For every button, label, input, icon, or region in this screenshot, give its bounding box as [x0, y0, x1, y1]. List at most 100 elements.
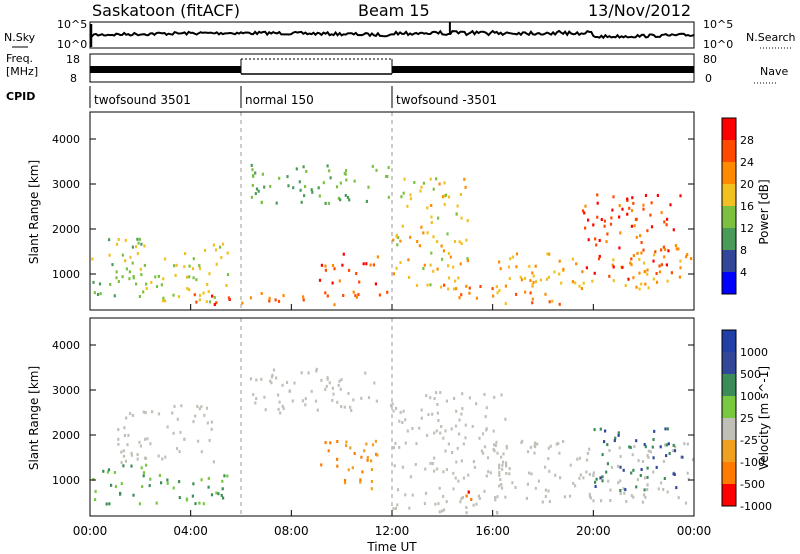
- data-cell: [198, 407, 201, 411]
- data-cell: [671, 449, 674, 453]
- data-cell: [203, 413, 206, 417]
- data-cell: [440, 509, 444, 513]
- data-cell: [581, 209, 585, 213]
- data-cell: [359, 480, 362, 484]
- data-cell: [603, 440, 606, 444]
- data-cell: [635, 485, 638, 489]
- data-cell: [92, 280, 95, 284]
- data-cell: [205, 300, 208, 304]
- data-cell: [635, 285, 638, 289]
- data-cell: [479, 285, 482, 288]
- data-cell: [630, 257, 633, 261]
- data-cell: [498, 260, 501, 264]
- colorbar-swatch: [722, 418, 736, 440]
- data-cell: [145, 287, 148, 290]
- data-cell: [254, 171, 257, 175]
- data-cell: [558, 451, 561, 455]
- data-cell: [218, 245, 222, 249]
- data-cell: [322, 181, 325, 185]
- data-cell: [318, 278, 322, 282]
- data-cell: [433, 469, 436, 473]
- data-cell: [136, 252, 139, 255]
- data-cell: [547, 489, 550, 493]
- data-cell: [339, 198, 342, 202]
- data-cell: [110, 483, 113, 487]
- data-cell: [98, 282, 102, 286]
- data-cell: [477, 494, 480, 498]
- data-cell: [174, 273, 177, 277]
- data-cell: [178, 480, 181, 484]
- data-cell: [120, 461, 123, 465]
- data-cell: [605, 470, 608, 474]
- data-cell: [351, 466, 354, 470]
- data-cell: [432, 269, 435, 273]
- data-cell: [394, 441, 397, 445]
- data-cell: [249, 377, 252, 381]
- data-cell: [663, 255, 666, 259]
- data-cell: [435, 391, 438, 395]
- data-cell: [667, 249, 670, 253]
- data-cell: [394, 506, 397, 510]
- data-cell: [672, 472, 675, 476]
- data-cell: [403, 177, 406, 181]
- data-cell: [250, 163, 253, 167]
- data-cell: [444, 193, 447, 197]
- data-cell: [200, 405, 203, 409]
- x-tick-label: 20:00: [576, 524, 611, 538]
- data-cell: [331, 281, 334, 285]
- data-cell: [637, 459, 640, 463]
- data-cell: [505, 472, 508, 475]
- data-cell: [194, 502, 197, 506]
- data-cell: [279, 411, 282, 415]
- data-cell: [485, 474, 488, 478]
- colorbar-swatch: [722, 330, 736, 352]
- data-cell: [354, 294, 357, 298]
- data-cell: [677, 247, 680, 251]
- data-cell: [468, 286, 471, 290]
- data-cell: [652, 456, 655, 460]
- data-cell: [355, 295, 358, 299]
- data-cell: [108, 253, 111, 257]
- data-cell: [465, 506, 468, 509]
- data-cell: [117, 442, 120, 446]
- data-cell: [301, 399, 304, 403]
- data-cell: [386, 175, 389, 178]
- data-cell: [592, 223, 595, 227]
- data-cell: [558, 302, 561, 306]
- data-cell: [326, 376, 329, 380]
- data-cell: [686, 442, 689, 446]
- data-cell: [435, 177, 438, 181]
- data-cell: [157, 412, 161, 416]
- data-cell: [459, 262, 462, 266]
- data-cell: [646, 268, 649, 272]
- data-cell: [571, 257, 574, 261]
- data-cell: [429, 461, 432, 465]
- data-cell: [438, 486, 441, 490]
- data-cell: [456, 446, 459, 450]
- data-cell: [192, 257, 195, 261]
- data-cell: [226, 273, 230, 277]
- data-cell: [166, 481, 169, 485]
- data-cell: [135, 245, 138, 249]
- data-cell: [437, 502, 440, 506]
- data-cell: [160, 283, 163, 287]
- data-cell: [310, 389, 313, 393]
- data-cell: [643, 443, 646, 446]
- data-cell: [324, 291, 327, 295]
- cpid-segment-3-label: twofsound -3501: [396, 93, 497, 107]
- data-cell: [603, 224, 606, 228]
- data-cell: [119, 491, 122, 495]
- velocity-colorbar-tick: 1000: [740, 346, 768, 359]
- data-cell: [131, 413, 134, 417]
- data-cell: [623, 491, 626, 495]
- data-cell: [618, 446, 621, 450]
- data-cell: [295, 167, 298, 171]
- power-colorbar-tick: 24: [740, 156, 754, 169]
- data-cell: [188, 275, 191, 279]
- data-cell: [424, 467, 427, 471]
- data-cell: [285, 381, 289, 384]
- data-cell: [438, 182, 441, 186]
- data-cell: [286, 175, 289, 179]
- data-cell: [580, 287, 583, 290]
- data-cell: [442, 508, 446, 512]
